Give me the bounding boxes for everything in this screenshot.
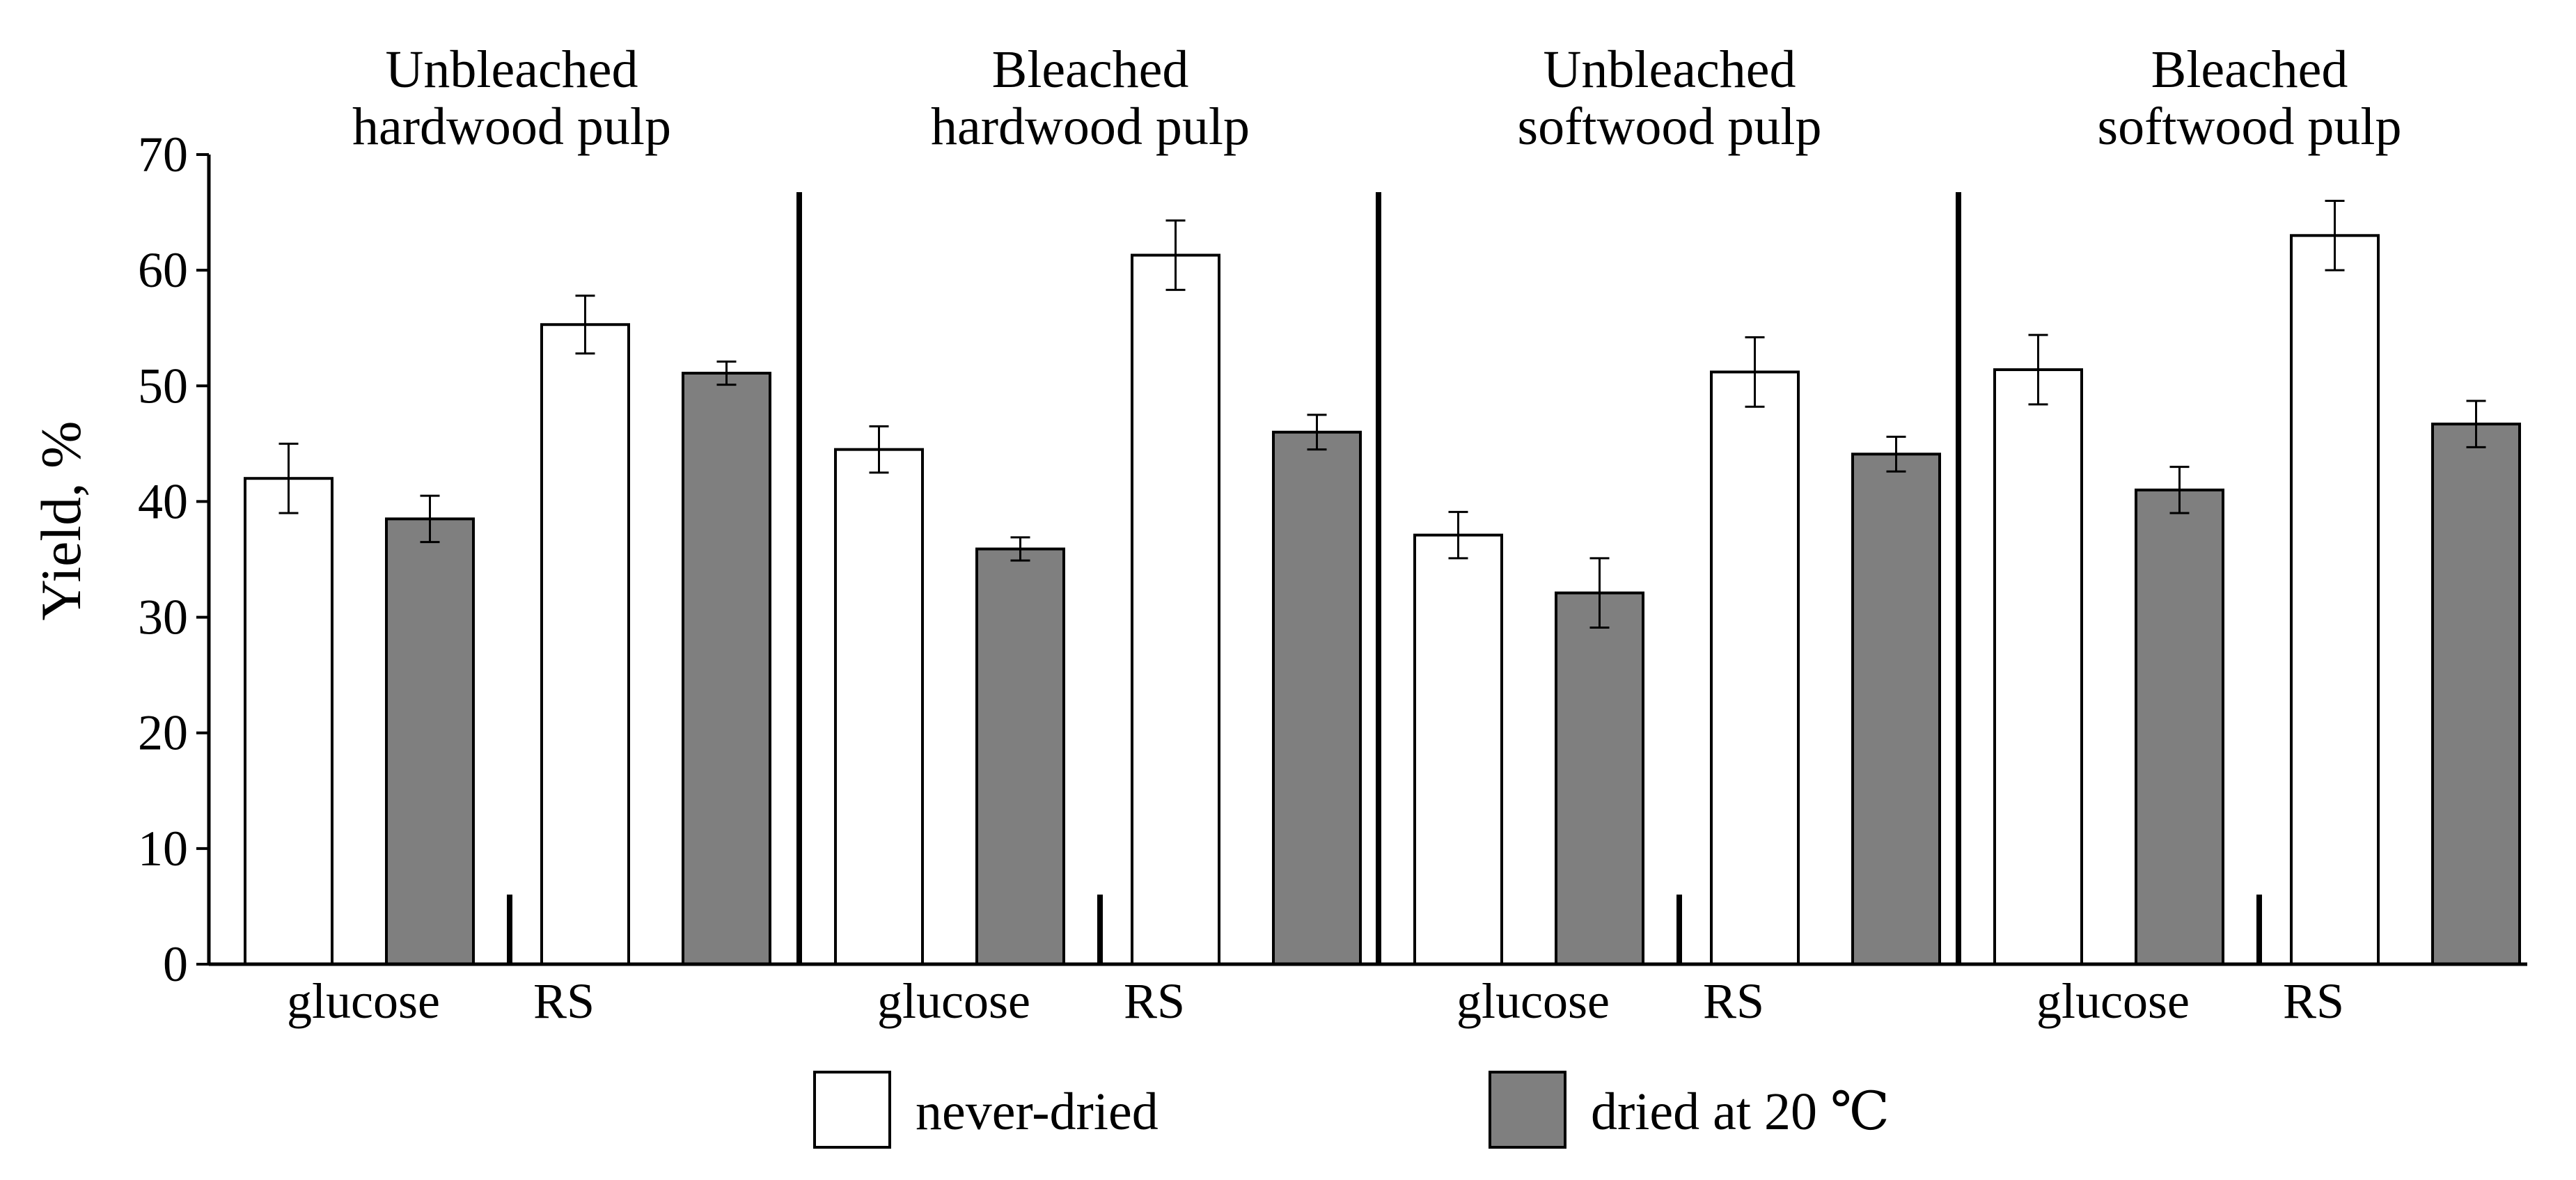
bar-g3-rs-dried-at-20-c bbox=[1851, 453, 1941, 966]
bar-g2-glucose-dried-at-20-c bbox=[975, 547, 1065, 966]
bar-g4-rs-dried-at-20-c bbox=[2431, 423, 2521, 966]
y-tick-label-40: 40 bbox=[138, 473, 188, 529]
error-bars bbox=[278, 199, 2486, 629]
group-2-title-line-2: hardwood pulp bbox=[931, 97, 1250, 156]
group-4-title-line-2: softwood pulp bbox=[2098, 97, 2402, 156]
category-label-g3-rs: RS bbox=[1703, 973, 1764, 1029]
y-axis-title: Yield, % bbox=[29, 421, 93, 621]
legend-label-dried-prefix: dried at 20 bbox=[1591, 1083, 1830, 1141]
legend-label-dried-at-20c: dried at 20 ℃ bbox=[1591, 1083, 1890, 1141]
legend-swatch-never-dried bbox=[813, 1071, 891, 1149]
category-label-g3-glucose: glucose bbox=[1456, 973, 1610, 1029]
legend: never-dried dried at 20 ℃ bbox=[813, 1071, 1890, 1149]
category-label-g4-rs: RS bbox=[2283, 973, 2344, 1029]
y-tick-label-0: 0 bbox=[163, 936, 188, 992]
legend-label-never-dried: never-dried bbox=[916, 1083, 1159, 1141]
group-3-title-line-1: Unbleached bbox=[1544, 40, 1796, 99]
y-tick-label-20: 20 bbox=[138, 705, 188, 761]
bar-g2-rs-never-dried bbox=[1131, 253, 1220, 966]
y-tick-label-50: 50 bbox=[138, 358, 188, 414]
group-4-title-line-1: Bleached bbox=[2151, 40, 2348, 99]
bar-g2-rs-dried-at-20-c bbox=[1272, 430, 1362, 966]
group-1-title-line-2: hardwood pulp bbox=[352, 97, 671, 156]
axes bbox=[207, 155, 2527, 966]
category-labels: glucose RS glucose RS glucose RS glucose RS bbox=[287, 973, 2344, 1029]
bars bbox=[244, 234, 2521, 966]
category-label-g2-glucose: glucose bbox=[877, 973, 1030, 1029]
bar-g4-glucose-never-dried bbox=[1993, 368, 2083, 966]
y-tick-label-30: 30 bbox=[138, 590, 188, 645]
group-1-title-line-1: Unbleached bbox=[386, 40, 638, 99]
category-label-g4-glucose: glucose bbox=[2036, 973, 2190, 1029]
bar-g1-glucose-dried-at-20-c bbox=[385, 517, 475, 966]
category-label-g1-glucose: glucose bbox=[287, 973, 440, 1029]
bar-g1-glucose-never-dried bbox=[244, 477, 333, 966]
bar-g3-rs-never-dried bbox=[1710, 370, 1800, 966]
bar-g3-glucose-never-dried bbox=[1413, 533, 1503, 966]
bar-g4-rs-never-dried bbox=[2290, 234, 2380, 966]
bar-g1-rs-never-dried bbox=[540, 323, 630, 966]
legend-swatch-dried-at-20c bbox=[1489, 1071, 1566, 1149]
y-axis-ticks: 0 10 20 30 40 50 60 70 bbox=[138, 127, 209, 992]
bar-g4-glucose-dried-at-20-c bbox=[2135, 488, 2224, 966]
y-tick-label-10: 10 bbox=[138, 821, 188, 876]
bar-g3-glucose-dried-at-20-c bbox=[1555, 591, 1644, 966]
bar-g1-rs-dried-at-20-c bbox=[682, 372, 771, 966]
legend-label-dried-unit: ℃ bbox=[1830, 1083, 1890, 1141]
group-2-title-line-1: Bleached bbox=[992, 40, 1189, 99]
y-axis-title-group: Yield, % bbox=[29, 421, 93, 621]
category-label-g1-rs: RS bbox=[533, 973, 595, 1029]
group-3-title-line-2: softwood pulp bbox=[1518, 97, 1822, 156]
bar-g2-glucose-never-dried bbox=[834, 448, 924, 966]
category-label-g2-rs: RS bbox=[1124, 973, 1185, 1029]
y-tick-label-60: 60 bbox=[138, 242, 188, 298]
y-tick-label-70: 70 bbox=[138, 127, 188, 182]
group-separators bbox=[507, 192, 2262, 964]
